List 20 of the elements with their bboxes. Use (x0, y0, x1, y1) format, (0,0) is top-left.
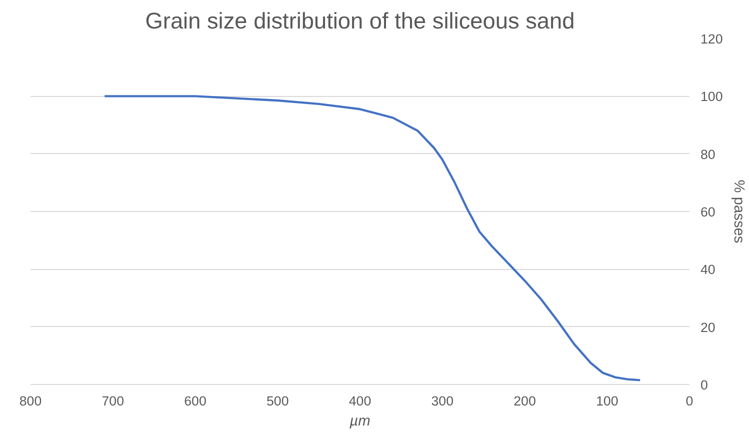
line-series (104, 95, 642, 382)
y-tick-label: 60 (700, 204, 716, 220)
y-tick-label: 80 (700, 146, 716, 162)
x-tick-label: 300 (431, 394, 454, 408)
y-tick-label: 120 (700, 32, 723, 46)
x-axis-title: µm (350, 414, 370, 430)
x-tick-label: 0 (686, 394, 694, 408)
x-tick-label: 400 (348, 394, 372, 408)
x-tick-label: 700 (102, 394, 124, 408)
y-tick-label: 0 (700, 378, 708, 392)
chart-title: Grain size distribution of the siliceous sand (145, 8, 575, 34)
y-tick-label: 40 (700, 262, 716, 278)
x-tick-label: 800 (19, 394, 42, 408)
x-tick-label: 200 (514, 394, 536, 408)
y-axis-title: % passes (730, 180, 747, 244)
y-tick-label: 20 (700, 320, 716, 335)
x-tick-label: 500 (266, 394, 289, 408)
x-tick-label: 600 (184, 394, 206, 408)
x-tick-label: 100 (596, 394, 618, 408)
y-tick-label: 100 (700, 89, 723, 104)
